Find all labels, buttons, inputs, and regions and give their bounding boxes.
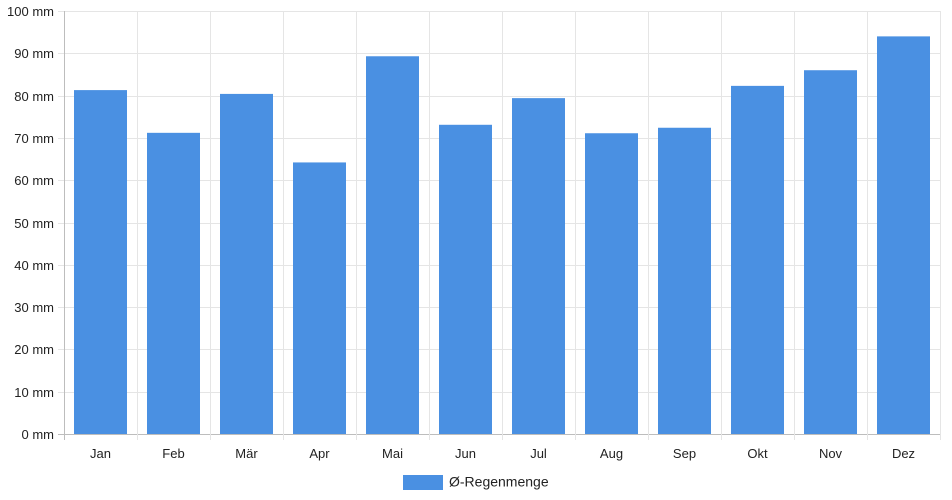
x-tick-label: Jul (530, 446, 547, 461)
x-tick-label: Apr (309, 446, 330, 461)
x-tick-label: Jun (455, 446, 476, 461)
y-tick-label: 90 mm (14, 46, 54, 61)
bar-dez[interactable] (877, 36, 930, 434)
bar-jan[interactable] (74, 90, 127, 434)
x-tick-label: Jan (90, 446, 111, 461)
x-tick-label: Sep (673, 446, 696, 461)
y-tick-label: 30 mm (14, 300, 54, 315)
chart-legend[interactable]: Ø-Regenmenge (403, 474, 549, 491)
y-axis-ticks: 0 mm 10 mm 20 mm 30 mm 40 mm 50 mm 60 mm 70 mm 8… (7, 4, 54, 442)
y-tick-label: 40 mm (14, 258, 54, 273)
bar-okt[interactable] (731, 85, 784, 434)
bar-mai[interactable] (366, 56, 419, 435)
bar-jun[interactable] (439, 124, 492, 435)
x-tick-label: Nov (819, 446, 843, 461)
x-tick-label: Okt (747, 446, 768, 461)
x-tick-label: Feb (162, 446, 184, 461)
x-tick-label: Dez (892, 446, 915, 461)
y-tick-label: 100 mm (7, 4, 54, 19)
y-tick-label: 80 mm (14, 89, 54, 104)
bar-apr[interactable] (293, 162, 346, 434)
y-tick-label: 0 mm (22, 427, 55, 442)
y-tick-label: 70 mm (14, 131, 54, 146)
y-tick-label: 60 mm (14, 173, 54, 188)
y-tick-label: 10 mm (14, 385, 54, 400)
y-tick-label: 50 mm (14, 216, 54, 231)
legend-swatch[interactable] (403, 475, 443, 490)
x-tick-label: Aug (600, 446, 623, 461)
bar-aug[interactable] (585, 133, 638, 434)
x-tick-label: Mär (235, 446, 258, 461)
y-tick-label: 20 mm (14, 342, 54, 357)
x-axis-ticks: Jan Feb Mär Apr Mai Jun Jul Aug Sep Okt Nov Dez (90, 446, 915, 461)
bar-nov[interactable] (804, 70, 857, 434)
x-tick-label: Mai (382, 446, 403, 461)
bar-feb[interactable] (147, 132, 200, 434)
bar-mär[interactable] (220, 93, 273, 435)
chart-bars (74, 36, 930, 435)
chart-grid (58, 11, 941, 440)
bar-jul[interactable] (512, 98, 565, 434)
bar-sep[interactable] (658, 127, 711, 435)
legend-label-regenmenge[interactable]: Ø-Regenmenge (449, 474, 549, 490)
